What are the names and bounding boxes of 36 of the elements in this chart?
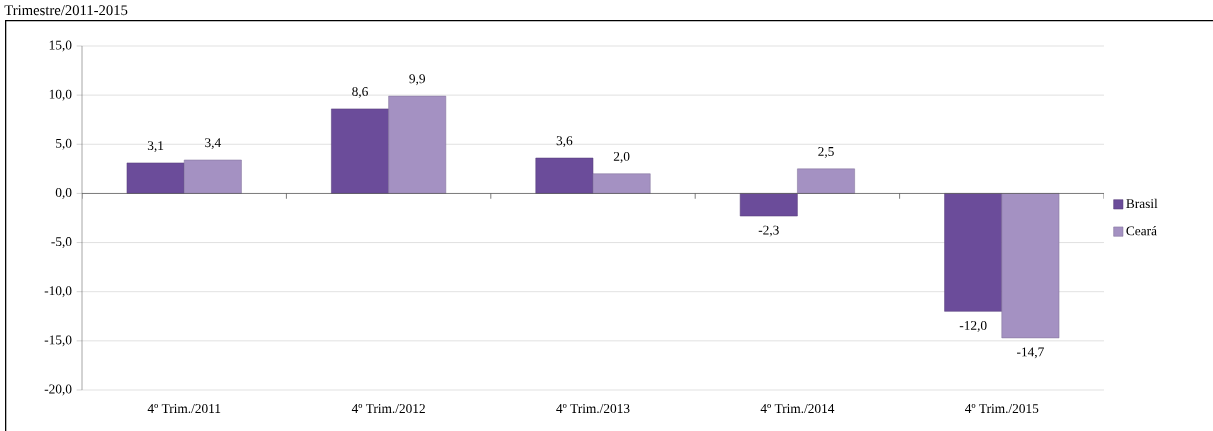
x-tick-label: 4º Trim./2011 xyxy=(147,404,221,414)
y-tick-label: -5,0 xyxy=(51,237,72,249)
data-label: -14,7 xyxy=(1017,347,1044,359)
bar xyxy=(1001,193,1060,339)
bar xyxy=(331,108,389,194)
data-label: 3,1 xyxy=(147,141,164,153)
y-tick-label: 5,0 xyxy=(56,138,72,150)
bar xyxy=(126,162,185,194)
y-tick-label: -20,0 xyxy=(44,384,72,396)
bar xyxy=(944,193,1003,312)
y-tick-label: 10,0 xyxy=(49,89,72,101)
x-tick-label: 4º Trim./2013 xyxy=(556,404,630,414)
data-label: 3,4 xyxy=(205,138,221,150)
bar xyxy=(388,95,447,194)
x-tick-label: 4º Trim./2012 xyxy=(351,404,425,414)
legend-label: Ceará xyxy=(1126,225,1157,236)
legend-label: Brasil xyxy=(1126,198,1158,209)
y-tick-label: -15,0 xyxy=(44,335,72,347)
bar xyxy=(183,159,242,194)
data-label: 2,5 xyxy=(818,147,834,158)
data-label: 8,6 xyxy=(352,87,368,98)
x-tick-label: 4º Trim./2014 xyxy=(760,404,835,414)
data-label: 3,6 xyxy=(556,136,573,148)
data-label: 2,0 xyxy=(613,151,630,163)
chart-title: Trimestre/2011-2015 xyxy=(4,5,128,16)
bar xyxy=(739,193,798,217)
x-tick-label: 4º Trim./2015 xyxy=(965,404,1039,414)
bar xyxy=(797,168,855,194)
bar xyxy=(535,157,594,194)
y-tick-label: -10,0 xyxy=(44,286,72,298)
bar xyxy=(592,173,651,194)
y-tick-label: 15,0 xyxy=(49,40,72,52)
data-label: -12,0 xyxy=(959,320,987,332)
data-label: -2,3 xyxy=(758,225,779,237)
y-tick-label: 0,0 xyxy=(55,187,72,199)
data-label: 9,9 xyxy=(409,74,426,86)
